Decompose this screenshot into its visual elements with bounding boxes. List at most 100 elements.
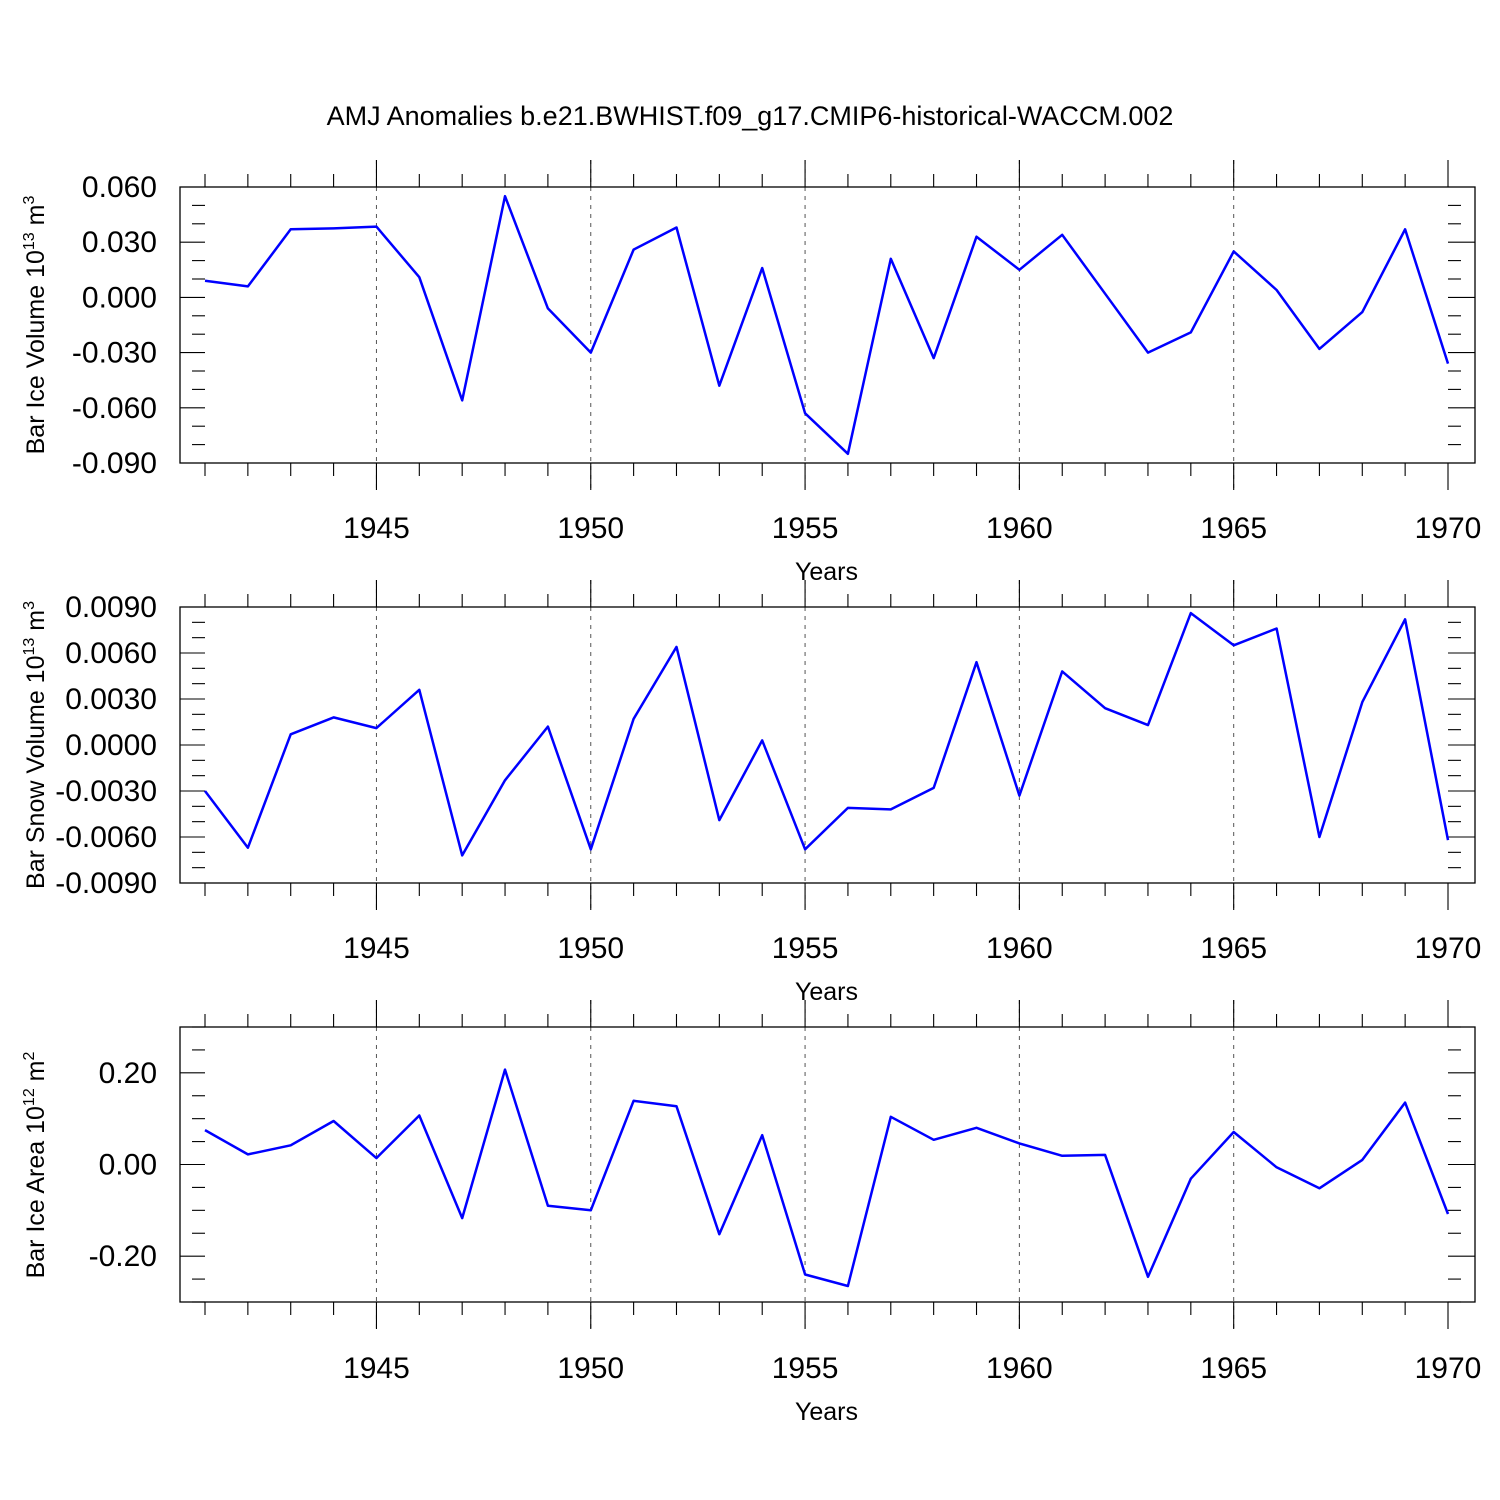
snow-volume-ytick-label-1: 0.0060 <box>65 637 157 670</box>
snow-volume-data-point-1970 <box>1447 839 1450 842</box>
ice-area-data-point-1949 <box>546 1204 549 1207</box>
snow-volume-xtick-label-1965: 1965 <box>1200 932 1267 965</box>
ice-volume-data-point-1970 <box>1447 362 1450 365</box>
ice-area-xtick-label-1970: 1970 <box>1415 1352 1482 1385</box>
snow-volume-xtick-label-1970: 1970 <box>1415 932 1482 965</box>
ice-area-data-point-1953 <box>718 1233 721 1236</box>
ice-volume-series-line <box>204 194 1450 456</box>
ice-volume-data-point-1960 <box>1018 268 1021 271</box>
ice-area-data-point-1950 <box>589 1209 592 1212</box>
ice-volume-xtick-label-1955: 1955 <box>772 512 839 545</box>
snow-volume-data-point-1959 <box>975 661 978 664</box>
ice-volume-data-point-1948 <box>504 195 507 198</box>
ice-volume-y-axis-label: Bar Ice Volume 1013 m3 <box>21 196 50 455</box>
snow-volume-data-point-1969 <box>1404 618 1407 621</box>
ice-volume-ytick-label-5: -0.090 <box>72 447 157 480</box>
snow-volume-data-point-1955 <box>804 848 807 851</box>
ice-area-data-point-1946 <box>418 1114 421 1117</box>
snow-volume-data-point-1949 <box>546 725 549 728</box>
snow-volume-series-line <box>204 611 1450 857</box>
ice-area-series-line <box>204 1068 1450 1288</box>
ice-area-data-point-1951 <box>632 1099 635 1102</box>
ice-volume-data-point-1967 <box>1318 347 1321 350</box>
ice-area-data-point-1969 <box>1404 1101 1407 1104</box>
snow-volume-data-point-1948 <box>504 779 507 782</box>
snow-volume-xtick-label-1950: 1950 <box>557 932 624 965</box>
ice-volume-y-axis-label-part-3: 3 <box>21 196 38 205</box>
ice-volume-data-point-1969 <box>1404 228 1407 231</box>
ice-volume-ytick-label-4: -0.060 <box>72 392 157 425</box>
ice-volume-data-point-1947 <box>461 399 464 402</box>
ice-volume-data-point-1961 <box>1061 233 1064 236</box>
snow-volume-data-point-1960 <box>1018 794 1021 797</box>
ice-volume-data-point-1966 <box>1275 289 1278 292</box>
ice-area-data-point-1961 <box>1061 1154 1064 1157</box>
ice-area-data-point-1968 <box>1361 1158 1364 1161</box>
ice-volume-data-point-1952 <box>675 226 678 229</box>
snow-volume-xtick-label-1945: 1945 <box>343 932 410 965</box>
ice-volume-xtick-label-1945: 1945 <box>343 512 410 545</box>
ice-volume-xtick-label-1965: 1965 <box>1200 512 1267 545</box>
ice-volume-data-point-1956 <box>846 452 849 455</box>
ice-area-xtick-label-1965: 1965 <box>1200 1352 1267 1385</box>
snow-volume-ytick-label-0: 0.0090 <box>65 591 157 624</box>
ice-area-y-axis-label: Bar Ice Area 1012 m2 <box>21 1052 50 1279</box>
ice-area-data-point-1958 <box>932 1138 935 1141</box>
ice-volume-y-axis-label-part-1: 13 <box>21 232 38 250</box>
figure-title: AMJ Anomalies b.e21.BWHIST.f09_g17.CMIP6… <box>327 101 1174 131</box>
ice-area-data-point-1954 <box>761 1134 764 1137</box>
snow-volume-data-point-1966 <box>1275 627 1278 630</box>
ice-volume-data-point-1958 <box>932 357 935 360</box>
snow-volume-y-axis-label-part-3: 3 <box>21 601 38 610</box>
ice-volume-frame <box>179 186 1476 464</box>
ice-area-x-axis-label: Years <box>795 1398 858 1426</box>
ice-area-data-point-1959 <box>975 1126 978 1129</box>
ice-volume-ytick-label-1: 0.030 <box>82 226 157 259</box>
ice-area-y-axis-label-part-0: Bar Ice Area 10 <box>22 1106 50 1278</box>
ice-area-y-axis-label-part-3: 2 <box>21 1052 38 1061</box>
ice-volume-data-point-1963 <box>1146 351 1149 354</box>
snow-volume-ytick-label-6: -0.0090 <box>55 867 157 900</box>
snow-volume-data-point-1941 <box>204 790 207 793</box>
snow-volume-data-point-1967 <box>1318 836 1321 839</box>
snow-volume-ytick-label-5: -0.0060 <box>55 821 157 854</box>
ice-volume-data-point-1955 <box>804 412 807 415</box>
ice-volume-data-point-1949 <box>546 307 549 310</box>
ice-area-data-point-1941 <box>204 1129 207 1132</box>
snow-volume-xtick-label-1960: 1960 <box>986 932 1053 965</box>
ice-area-data-point-1964 <box>1189 1177 1192 1180</box>
snow-volume-data-point-1961 <box>1061 670 1064 673</box>
ice-area-xtick-label-1950: 1950 <box>557 1352 624 1385</box>
ice-area-data-point-1952 <box>675 1105 678 1108</box>
ice-volume-data-point-1953 <box>718 384 721 387</box>
ice-area-data-point-1947 <box>461 1217 464 1220</box>
snow-volume-data-point-1950 <box>589 848 592 851</box>
ice-volume-data-point-1950 <box>589 351 592 354</box>
ice-volume-data-point-1946 <box>418 276 421 279</box>
ice-volume-ytick-label-3: -0.030 <box>72 337 157 370</box>
snow-volume-ytick-label-3: 0.0000 <box>65 729 157 762</box>
snow-volume-y-axis-label-part-0: Bar Snow Volume 10 <box>22 656 50 889</box>
snow-volume-data-point-1946 <box>418 688 421 691</box>
ice-volume-data-point-1942 <box>246 285 249 288</box>
snow-volume-data-point-1942 <box>246 846 249 849</box>
ice-volume-data-point-1945 <box>375 225 378 228</box>
ice-volume-y-axis-label-part-2: m <box>22 205 50 233</box>
snow-volume-data-point-1963 <box>1146 724 1149 727</box>
snow-volume-xtick-label-1955: 1955 <box>772 932 839 965</box>
snow-volume-data-point-1952 <box>675 645 678 648</box>
ice-area-ytick-label-0: 0.20 <box>99 1057 157 1090</box>
snow-volume-y-axis-label-part-2: m <box>22 610 50 638</box>
snow-volume-data-point-1968 <box>1361 701 1364 704</box>
snow-volume-ytick-label-4: -0.0030 <box>55 775 157 808</box>
ice-area-ytick-label-2: -0.20 <box>89 1240 157 1273</box>
ice-volume-ytick-label-0: 0.060 <box>82 171 157 204</box>
ice-volume-data-point-1962 <box>1104 292 1107 295</box>
ice-volume-data-point-1968 <box>1361 311 1364 314</box>
panel-snow-volume: 0.0090 0.0060 0.0030 0.0000 -0.0030 -0.0060 -0… <box>21 580 1481 1006</box>
ice-area-data-point-1942 <box>246 1153 249 1156</box>
ice-area-data-point-1962 <box>1104 1153 1107 1156</box>
ice-volume-ytick-label-2: 0.000 <box>82 281 157 314</box>
ice-volume-x-axis-label: Years <box>795 558 858 586</box>
ice-area-y-axis-label-part-2: m <box>22 1061 50 1089</box>
